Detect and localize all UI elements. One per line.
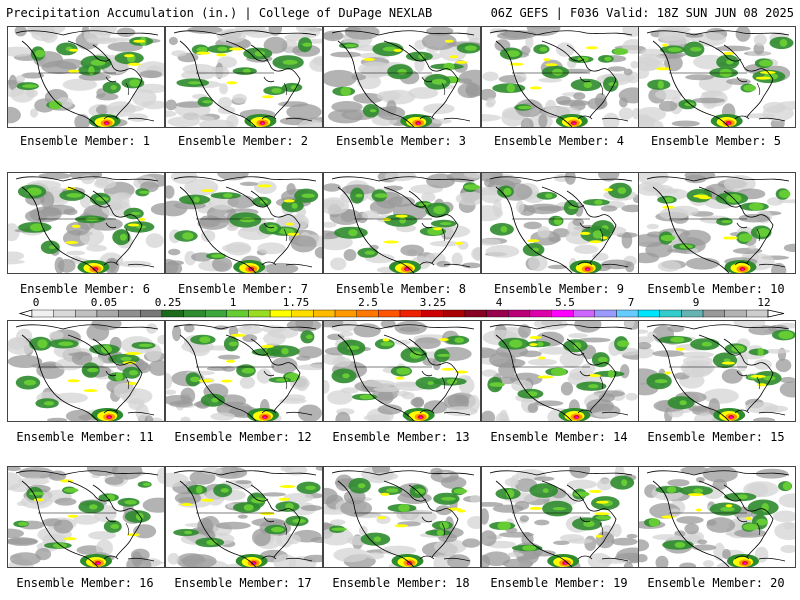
scale-swatch bbox=[637, 309, 660, 318]
scale-swatch bbox=[378, 309, 401, 318]
scale-swatch bbox=[269, 309, 292, 318]
panel-caption: Ensemble Member: 9 bbox=[493, 282, 625, 296]
panel-caption: Ensemble Member: 19 bbox=[490, 576, 628, 590]
scale-tick-label: 4 bbox=[495, 296, 503, 309]
panel-caption: Ensemble Member: 6 bbox=[19, 282, 151, 296]
scale-swatch bbox=[746, 309, 769, 318]
scale-swatch bbox=[96, 309, 119, 318]
panel-caption: Ensemble Member: 7 bbox=[177, 282, 309, 296]
scale-swatch bbox=[681, 309, 704, 318]
scale-swatch bbox=[161, 309, 184, 318]
map-panel bbox=[323, 466, 481, 568]
scale-swatch bbox=[572, 309, 596, 318]
scale-swatch bbox=[75, 309, 98, 318]
map-panel bbox=[481, 466, 639, 568]
panel-caption: Ensemble Member: 5 bbox=[650, 134, 782, 148]
map-panel bbox=[481, 320, 639, 422]
map-panel bbox=[7, 466, 165, 568]
scale-swatch bbox=[356, 309, 379, 318]
precipitation-color-scale bbox=[18, 309, 785, 318]
panel-caption: Ensemble Member: 10 bbox=[647, 282, 785, 296]
scale-swatch bbox=[421, 309, 444, 318]
scale-swatch bbox=[508, 309, 531, 318]
scale-tick-label: 3.25 bbox=[419, 296, 447, 309]
scale-swatch bbox=[659, 309, 682, 318]
map-panel bbox=[165, 320, 323, 422]
panel-caption: Ensemble Member: 14 bbox=[490, 430, 628, 444]
panel-caption: Ensemble Member: 2 bbox=[177, 134, 309, 148]
chart-title: Precipitation Accumulation (in.) | Colle… bbox=[6, 6, 433, 20]
scale-tick-label: 2.5 bbox=[358, 296, 378, 309]
scale-swatch bbox=[464, 309, 487, 318]
scale-swatch bbox=[443, 309, 466, 318]
panel-caption: Ensemble Member: 18 bbox=[332, 576, 470, 590]
map-panel bbox=[481, 26, 639, 128]
scale-tick-label: 5.5 bbox=[555, 296, 575, 309]
scale-swatch bbox=[724, 309, 747, 318]
scale-swatch bbox=[226, 309, 249, 318]
panel-caption: Ensemble Member: 20 bbox=[647, 576, 785, 590]
scale-right-arrow bbox=[767, 309, 785, 318]
run-valid-time: 06Z GEFS | F036 Valid: 18Z SUN JUN 08 20… bbox=[490, 6, 794, 20]
map-panel bbox=[7, 172, 165, 274]
scale-swatch bbox=[140, 309, 163, 318]
scale-swatch bbox=[53, 309, 76, 318]
map-panel bbox=[323, 172, 481, 274]
panel-caption: Ensemble Member: 12 bbox=[174, 430, 312, 444]
map-panel bbox=[638, 466, 796, 568]
scale-tick-label: 0.25 bbox=[154, 296, 182, 309]
map-panel bbox=[7, 320, 165, 422]
map-panel bbox=[323, 320, 481, 422]
scale-left-arrow bbox=[18, 309, 33, 318]
panel-caption: Ensemble Member: 11 bbox=[16, 430, 154, 444]
scale-tick-label: 9 bbox=[692, 296, 700, 309]
panel-caption: Ensemble Member: 17 bbox=[174, 576, 312, 590]
scale-swatch bbox=[118, 309, 141, 318]
scale-swatch bbox=[334, 309, 357, 318]
panel-caption: Ensemble Member: 1 bbox=[19, 134, 151, 148]
map-panel bbox=[165, 466, 323, 568]
scale-swatch bbox=[248, 309, 271, 318]
panel-caption: Ensemble Member: 3 bbox=[335, 134, 467, 148]
map-panel bbox=[165, 172, 323, 274]
scale-swatch bbox=[31, 309, 54, 318]
scale-swatch bbox=[616, 309, 639, 318]
scale-tick-label: 1 bbox=[229, 296, 237, 309]
scale-swatch bbox=[399, 309, 422, 318]
scale-swatch bbox=[204, 309, 228, 318]
scale-tick-label: 12 bbox=[757, 296, 771, 309]
scale-swatch bbox=[183, 309, 206, 318]
panel-caption: Ensemble Member: 13 bbox=[332, 430, 470, 444]
scale-tick-label: 0.05 bbox=[90, 296, 118, 309]
map-panel bbox=[165, 26, 323, 128]
panel-caption: Ensemble Member: 16 bbox=[16, 576, 154, 590]
scale-swatch bbox=[529, 309, 552, 318]
scale-swatch bbox=[291, 309, 314, 318]
scale-swatch bbox=[486, 309, 509, 318]
panel-caption: Ensemble Member: 4 bbox=[493, 134, 625, 148]
map-panel bbox=[7, 26, 165, 128]
map-panel bbox=[638, 320, 796, 422]
map-panel bbox=[638, 172, 796, 274]
map-panel bbox=[481, 172, 639, 274]
scale-swatch bbox=[702, 309, 725, 318]
panel-caption: Ensemble Member: 15 bbox=[647, 430, 785, 444]
scale-tick-label: 1.75 bbox=[282, 296, 310, 309]
scale-tick-label: 0 bbox=[32, 296, 40, 309]
map-panel bbox=[323, 26, 481, 128]
map-panel bbox=[638, 26, 796, 128]
scale-swatch bbox=[594, 309, 617, 318]
scale-tick-label: 7 bbox=[627, 296, 635, 309]
scale-swatch bbox=[313, 309, 336, 318]
scale-swatch bbox=[551, 309, 574, 318]
panel-caption: Ensemble Member: 8 bbox=[335, 282, 467, 296]
